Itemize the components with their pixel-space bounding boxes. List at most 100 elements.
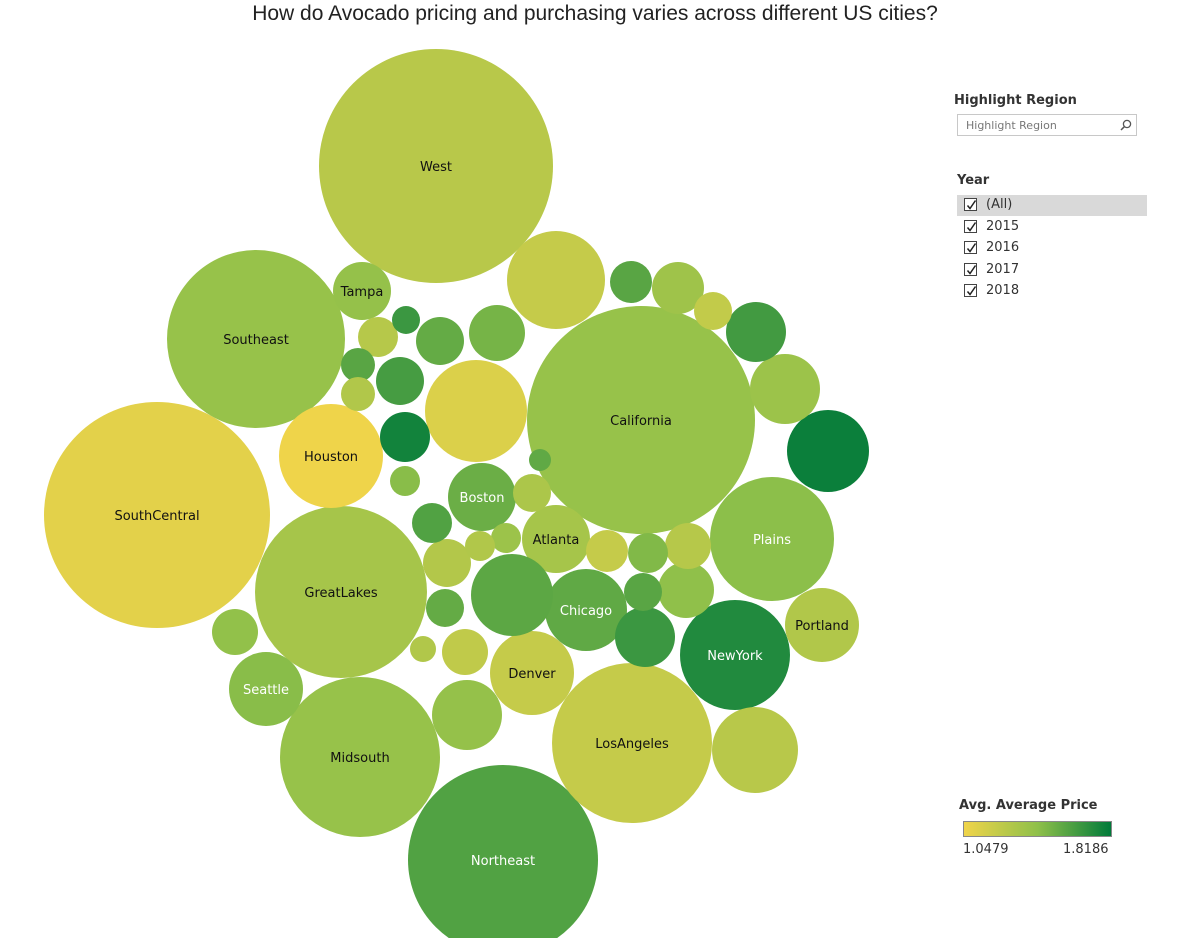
bubble-circle[interactable] bbox=[787, 410, 869, 492]
highlight-region-search[interactable] bbox=[957, 114, 1137, 136]
bubble-circle[interactable] bbox=[255, 506, 427, 678]
year-option[interactable]: 2016 bbox=[957, 238, 1147, 259]
checkbox[interactable] bbox=[964, 198, 977, 211]
bubble-circle[interactable] bbox=[694, 292, 732, 330]
bubble-circle[interactable] bbox=[465, 531, 495, 561]
bubble-circle[interactable] bbox=[513, 474, 551, 512]
bubble-circle[interactable] bbox=[710, 477, 834, 601]
bubble-tampa[interactable]: Tampa bbox=[333, 262, 391, 320]
bubble-circle[interactable] bbox=[491, 523, 521, 553]
bubble-circle[interactable] bbox=[426, 589, 464, 627]
bubble-circle[interactable] bbox=[610, 261, 652, 303]
bubble-circle[interactable] bbox=[432, 680, 502, 750]
bubble-plains[interactable]: Plains bbox=[710, 477, 834, 601]
bubble-circle[interactable] bbox=[615, 607, 675, 667]
bubble-unlabeled[interactable] bbox=[341, 377, 375, 411]
bubble-circle[interactable] bbox=[628, 533, 668, 573]
bubble-southeast[interactable]: Southeast bbox=[167, 250, 345, 428]
bubble-circle[interactable] bbox=[425, 360, 527, 462]
bubble-unlabeled[interactable] bbox=[628, 533, 668, 573]
bubble-circle[interactable] bbox=[545, 569, 627, 651]
bubble-unlabeled[interactable] bbox=[432, 680, 502, 750]
bubble-newyork[interactable]: NewYork bbox=[680, 600, 790, 710]
bubble-unlabeled[interactable] bbox=[658, 562, 714, 618]
bubble-unlabeled[interactable] bbox=[624, 573, 662, 611]
year-option[interactable]: 2017 bbox=[957, 260, 1147, 281]
bubble-circle[interactable] bbox=[529, 449, 551, 471]
bubble-circle[interactable] bbox=[586, 530, 628, 572]
bubble-circle[interactable] bbox=[750, 354, 820, 424]
bubble-portland[interactable]: Portland bbox=[785, 588, 859, 662]
bubble-unlabeled[interactable] bbox=[513, 474, 551, 512]
bubble-circle[interactable] bbox=[527, 306, 755, 534]
bubble-circle[interactable] bbox=[726, 302, 786, 362]
bubble-midsouth[interactable]: Midsouth bbox=[280, 677, 440, 837]
bubble-unlabeled[interactable] bbox=[610, 261, 652, 303]
bubble-circle[interactable] bbox=[390, 466, 420, 496]
bubble-circle[interactable] bbox=[44, 402, 270, 628]
bubble-circle[interactable] bbox=[624, 573, 662, 611]
bubble-circle[interactable] bbox=[229, 652, 303, 726]
bubble-unlabeled[interactable] bbox=[416, 317, 464, 365]
bubble-circle[interactable] bbox=[423, 539, 471, 587]
bubble-circle[interactable] bbox=[412, 503, 452, 543]
bubble-losangeles[interactable]: LosAngeles bbox=[552, 663, 712, 823]
bubble-circle[interactable] bbox=[442, 629, 488, 675]
bubble-west[interactable]: West bbox=[319, 49, 553, 283]
bubble-unlabeled[interactable] bbox=[358, 317, 398, 357]
bubble-circle[interactable] bbox=[380, 412, 430, 462]
bubble-circle[interactable] bbox=[522, 505, 590, 573]
bubble-southcentral[interactable]: SouthCentral bbox=[44, 402, 270, 628]
bubble-circle[interactable] bbox=[392, 306, 420, 334]
bubble-circle[interactable] bbox=[665, 523, 711, 569]
bubble-unlabeled[interactable] bbox=[507, 231, 605, 329]
bubble-circle[interactable] bbox=[416, 317, 464, 365]
checkbox[interactable] bbox=[964, 284, 977, 297]
checkbox[interactable] bbox=[964, 241, 977, 254]
bubble-unlabeled[interactable] bbox=[410, 636, 436, 662]
bubble-circle[interactable] bbox=[341, 348, 375, 382]
bubble-circle[interactable] bbox=[408, 765, 598, 938]
year-option[interactable]: (All) bbox=[957, 195, 1147, 216]
bubble-california[interactable]: California bbox=[527, 306, 755, 534]
bubble-seattle[interactable]: Seattle bbox=[229, 652, 303, 726]
checkbox[interactable] bbox=[964, 262, 977, 276]
bubble-circle[interactable] bbox=[279, 404, 383, 508]
bubble-unlabeled[interactable] bbox=[529, 449, 551, 471]
highlight-region-input[interactable] bbox=[966, 117, 1116, 133]
bubble-unlabeled[interactable] bbox=[469, 305, 525, 361]
bubble-northeast[interactable]: Northeast bbox=[408, 765, 598, 938]
bubble-unlabeled[interactable] bbox=[423, 539, 471, 587]
bubble-boston[interactable]: Boston bbox=[448, 463, 516, 531]
bubble-atlanta[interactable]: Atlanta bbox=[522, 505, 590, 573]
bubble-unlabeled[interactable] bbox=[712, 707, 798, 793]
bubble-circle[interactable] bbox=[552, 663, 712, 823]
bubble-unlabeled[interactable] bbox=[471, 554, 553, 636]
bubble-circle[interactable] bbox=[212, 609, 258, 655]
bubble-unlabeled[interactable] bbox=[426, 589, 464, 627]
bubble-unlabeled[interactable] bbox=[491, 523, 521, 553]
bubble-unlabeled[interactable] bbox=[750, 354, 820, 424]
bubble-circle[interactable] bbox=[167, 250, 345, 428]
bubble-unlabeled[interactable] bbox=[212, 609, 258, 655]
bubble-unlabeled[interactable] bbox=[392, 306, 420, 334]
year-option[interactable]: 2015 bbox=[957, 217, 1147, 238]
bubble-circle[interactable] bbox=[680, 600, 790, 710]
bubble-unlabeled[interactable] bbox=[390, 466, 420, 496]
bubble-unlabeled[interactable] bbox=[341, 348, 375, 382]
bubble-greatlakes[interactable]: GreatLakes bbox=[255, 506, 427, 678]
bubble-denver[interactable]: Denver bbox=[490, 631, 574, 715]
bubble-unlabeled[interactable] bbox=[787, 410, 869, 492]
bubble-unlabeled[interactable] bbox=[586, 530, 628, 572]
bubble-circle[interactable] bbox=[785, 588, 859, 662]
checkbox[interactable] bbox=[964, 219, 977, 233]
bubble-circle[interactable] bbox=[658, 562, 714, 618]
bubble-unlabeled[interactable] bbox=[412, 503, 452, 543]
bubble-unlabeled[interactable] bbox=[615, 607, 675, 667]
bubble-unlabeled[interactable] bbox=[376, 357, 424, 405]
bubble-circle[interactable] bbox=[410, 636, 436, 662]
bubble-unlabeled[interactable] bbox=[726, 302, 786, 362]
bubble-unlabeled[interactable] bbox=[665, 523, 711, 569]
bubble-circle[interactable] bbox=[448, 463, 516, 531]
bubble-houston[interactable]: Houston bbox=[279, 404, 383, 508]
